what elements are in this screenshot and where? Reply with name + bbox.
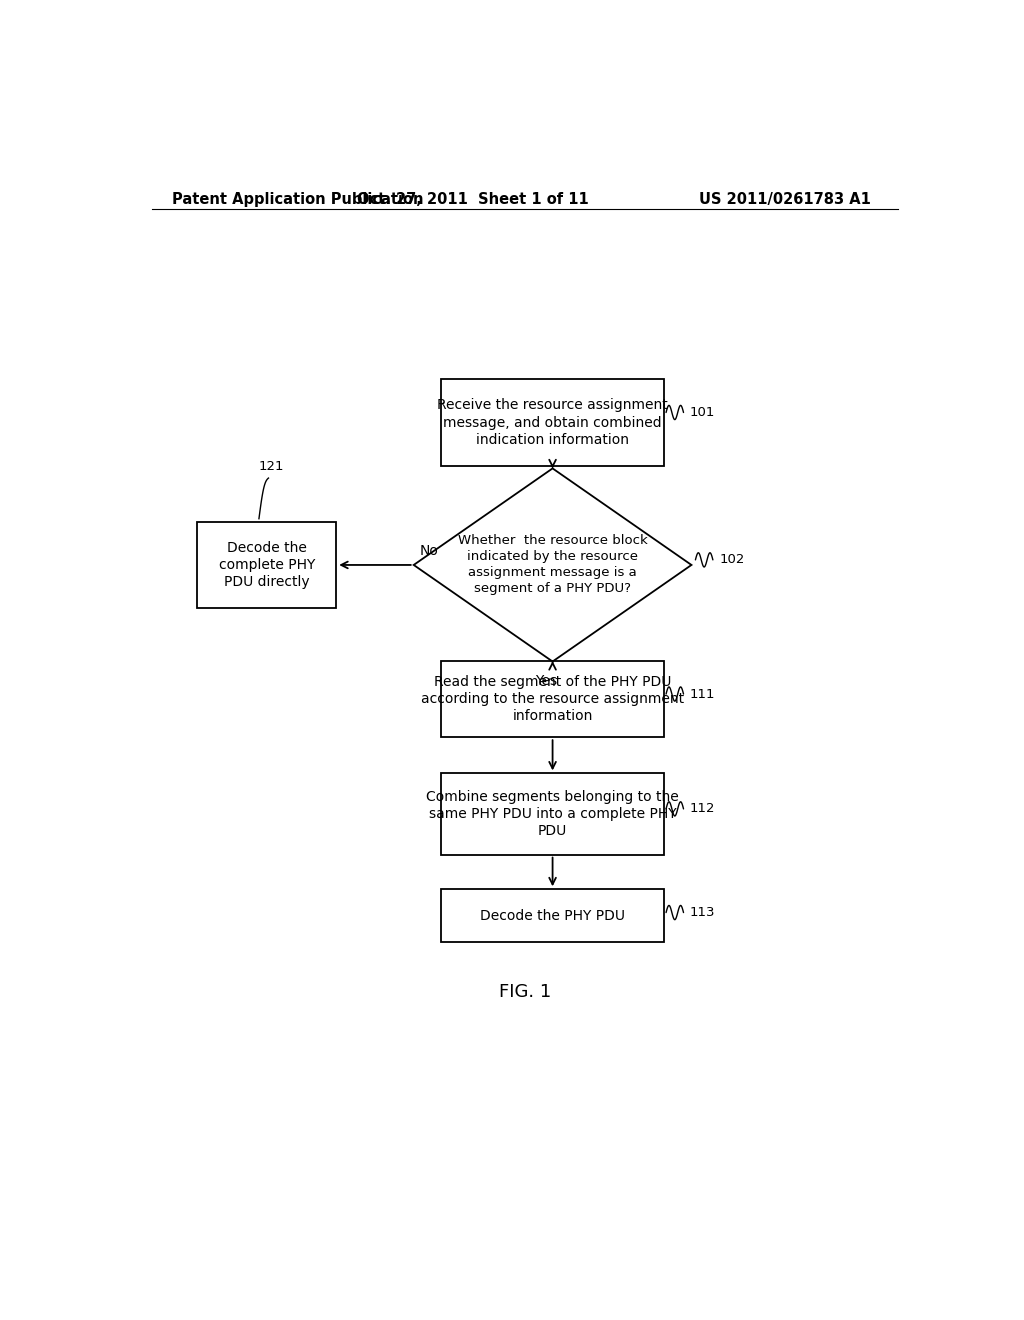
Text: Whether  the resource block
indicated by the resource
assignment message is a
se: Whether the resource block indicated by … (458, 535, 647, 595)
Text: FIG. 1: FIG. 1 (499, 983, 551, 1001)
Text: 113: 113 (690, 906, 716, 919)
Text: Read the segment of the PHY PDU
according to the resource assignment
information: Read the segment of the PHY PDU accordin… (421, 675, 684, 723)
FancyBboxPatch shape (441, 890, 664, 942)
Text: 101: 101 (690, 407, 715, 418)
Text: Yes: Yes (536, 673, 557, 688)
Text: 112: 112 (690, 803, 716, 816)
FancyBboxPatch shape (198, 521, 336, 609)
Text: 121: 121 (259, 459, 285, 473)
FancyBboxPatch shape (441, 379, 664, 466)
Text: 111: 111 (690, 688, 716, 701)
Text: 102: 102 (719, 553, 744, 566)
Text: No: No (420, 544, 439, 558)
Text: US 2011/0261783 A1: US 2011/0261783 A1 (699, 191, 871, 206)
Text: Patent Application Publication: Patent Application Publication (172, 191, 423, 206)
Text: Combine segments belonging to the
same PHY PDU into a complete PHY
PDU: Combine segments belonging to the same P… (426, 789, 679, 838)
Text: Decode the
complete PHY
PDU directly: Decode the complete PHY PDU directly (219, 541, 315, 589)
FancyBboxPatch shape (441, 774, 664, 854)
Polygon shape (414, 469, 691, 661)
Text: Oct. 27, 2011  Sheet 1 of 11: Oct. 27, 2011 Sheet 1 of 11 (357, 191, 589, 206)
FancyBboxPatch shape (441, 661, 664, 738)
Text: Decode the PHY PDU: Decode the PHY PDU (480, 908, 625, 923)
Text: Receive the resource assignment
message, and obtain combined
indication informat: Receive the resource assignment message,… (437, 399, 668, 447)
